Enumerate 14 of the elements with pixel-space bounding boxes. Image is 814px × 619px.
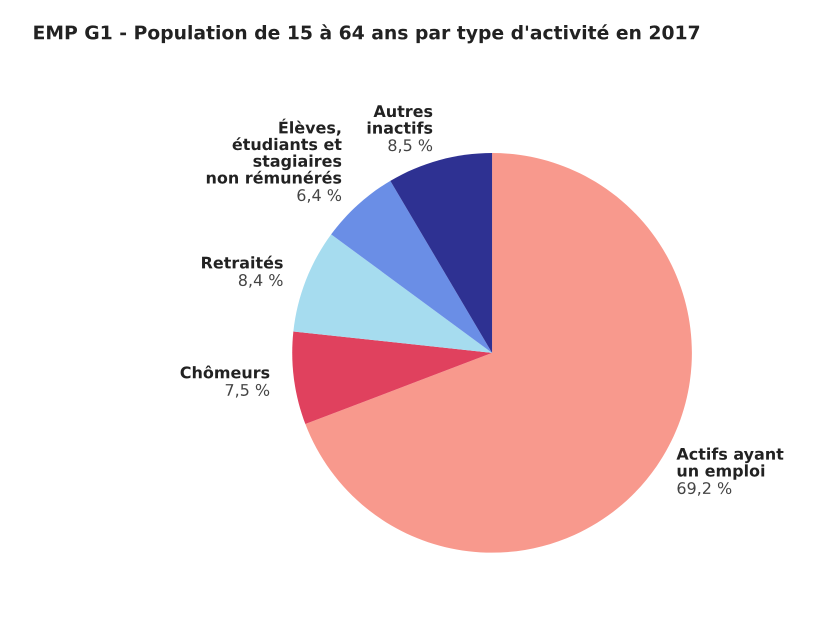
chart-title: EMP G1 - Population de 15 à 64 ans par type d'activité en 2017 (34, 24, 700, 44)
data-label: 6,4 % (297, 189, 342, 203)
pie-slice (292, 332, 492, 424)
pie-slice (390, 152, 492, 353)
slice-label: Chômeurs (180, 365, 270, 378)
data-label: 8,4 % (238, 274, 283, 288)
slice-label: Élèves, étudiants et stagiaires non rémunérés (206, 118, 342, 184)
pie-slice (293, 234, 492, 353)
slice-label: Actifs ayant un emploi (676, 448, 784, 480)
data-label: 69,2 % (678, 482, 732, 496)
slice-label: Retraités (202, 256, 283, 269)
data-label: 8,5 % (388, 139, 432, 153)
data-label: 7,5 % (226, 384, 270, 398)
slice-label: Autres inactifs (368, 105, 432, 134)
